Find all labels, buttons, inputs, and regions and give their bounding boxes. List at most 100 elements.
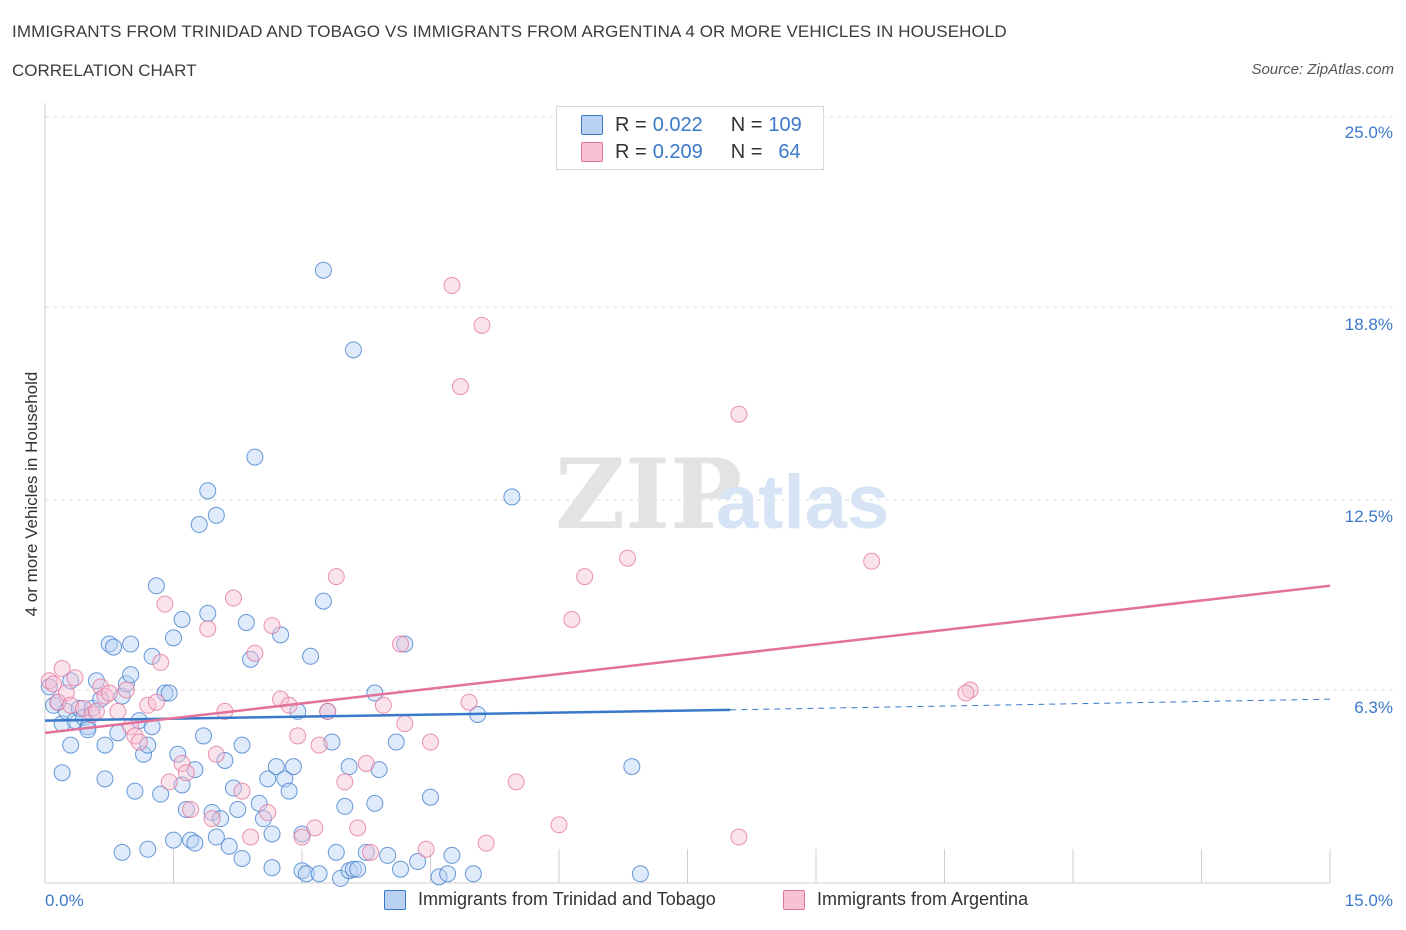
data-point — [464, 865, 482, 883]
data-point — [302, 647, 320, 665]
data-point — [623, 758, 641, 776]
data-point — [177, 800, 195, 818]
data-point — [387, 733, 405, 751]
data-point — [177, 764, 195, 782]
y-axis-label: 4 or more Vehicles in Household — [22, 371, 41, 617]
data-point — [263, 825, 281, 843]
blue-swatch — [384, 889, 406, 910]
data-point — [75, 699, 93, 717]
data-point — [246, 448, 264, 466]
data-point — [113, 843, 131, 861]
legend-item-trinidad: Immigrants from Trinidad and Tobago — [384, 889, 716, 910]
data-point — [233, 849, 251, 867]
data-point — [272, 626, 290, 644]
data-point — [327, 843, 345, 861]
data-point — [92, 678, 110, 696]
legend-row-blue: R = 0.022 N = 109 — [581, 113, 802, 137]
correlation-legend: R = 0.022 N = 109 R = 0.209 N = 64 — [556, 106, 824, 170]
data-point — [165, 831, 182, 849]
data-point — [186, 834, 204, 852]
pink-swatch — [581, 142, 603, 162]
x-axis — [44, 103, 1331, 884]
data-point — [62, 696, 80, 714]
data-point — [619, 549, 637, 567]
trend-line-argentina — [44, 584, 1331, 735]
data-point — [152, 653, 170, 671]
data-point — [117, 675, 135, 693]
data-point — [392, 635, 410, 653]
data-point — [957, 684, 975, 702]
data-point — [460, 693, 478, 711]
data-point — [96, 736, 114, 754]
data-point — [272, 690, 290, 708]
data-point — [422, 733, 439, 751]
data-point — [366, 794, 384, 812]
data-point — [160, 684, 178, 702]
data-point — [100, 684, 118, 702]
n-value: 64 — [778, 140, 801, 163]
data-point — [156, 684, 174, 702]
r-label: R = — [615, 140, 647, 163]
y-tick-label: 25.0% — [1344, 123, 1393, 142]
data-point — [477, 834, 495, 852]
data-point — [233, 736, 251, 754]
data-point — [362, 843, 380, 861]
blue-swatch — [581, 115, 603, 135]
data-point — [96, 770, 114, 788]
data-point — [357, 755, 375, 773]
series-trinidad-points — [40, 261, 649, 887]
data-point — [349, 819, 367, 837]
data-point — [165, 629, 182, 647]
data-point — [233, 782, 251, 800]
data-point — [563, 610, 581, 628]
data-point — [87, 672, 105, 690]
data-point — [160, 773, 178, 791]
data-point — [344, 341, 362, 359]
trend-extension-trinidad — [730, 698, 1331, 711]
data-point — [242, 828, 260, 846]
data-point — [194, 727, 212, 745]
legend-row-pink: R = 0.209 N = 64 — [581, 140, 801, 164]
data-point — [199, 482, 217, 500]
data-point — [340, 758, 358, 776]
data-point — [242, 650, 260, 668]
data-point — [203, 810, 221, 828]
data-point — [173, 610, 191, 628]
data-point — [139, 840, 157, 858]
data-point — [310, 865, 328, 883]
data-point — [336, 773, 354, 791]
data-point — [220, 837, 238, 855]
pink-swatch — [783, 889, 805, 910]
data-point — [297, 865, 315, 883]
data-point — [190, 516, 208, 534]
data-point — [327, 568, 345, 586]
data-point — [263, 617, 281, 635]
data-point — [143, 647, 161, 665]
legend-label-argentina: Immigrants from Argentina — [817, 889, 1029, 909]
watermark-atlas: atlas — [716, 460, 889, 545]
data-point — [550, 816, 568, 834]
data-point — [130, 733, 148, 751]
n-label: N = — [730, 140, 763, 163]
data-point — [263, 859, 281, 877]
data-point — [443, 846, 461, 864]
data-point — [122, 666, 140, 684]
data-point — [259, 804, 277, 822]
data-point — [224, 589, 242, 607]
data-point — [336, 797, 354, 815]
data-point — [199, 604, 217, 622]
data-point — [216, 751, 234, 769]
data-point — [173, 755, 191, 773]
data-point — [122, 635, 140, 653]
legend-item-argentina: Immigrants from Argentina — [783, 889, 1028, 910]
series-argentina-points — [40, 277, 979, 861]
x-tick-max: 15.0% — [1344, 891, 1393, 910]
chart-subtitle: CORRELATION CHART — [12, 61, 197, 80]
n-label: N = — [730, 113, 763, 136]
r-label: R = — [615, 113, 647, 136]
data-point — [87, 702, 105, 720]
r-value: 0.022 — [652, 113, 703, 136]
data-point — [53, 660, 71, 678]
data-point — [207, 745, 225, 763]
data-point — [314, 592, 332, 610]
